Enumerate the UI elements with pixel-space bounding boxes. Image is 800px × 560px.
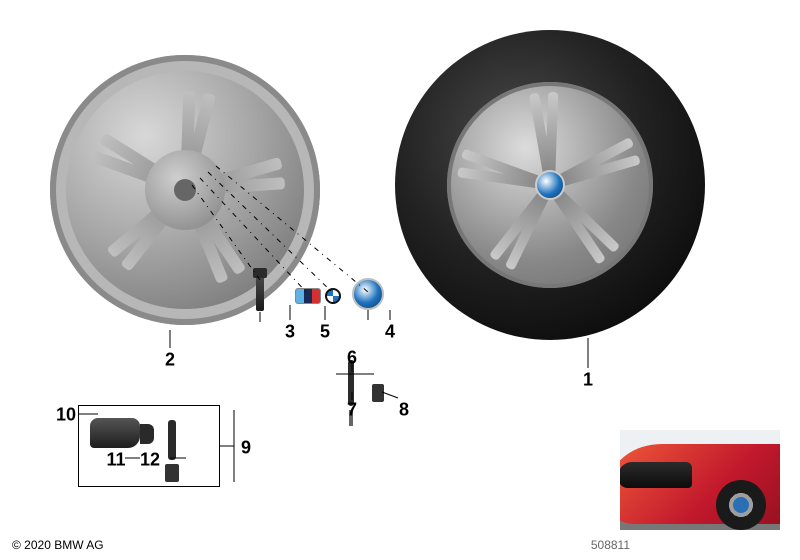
- copyright-text: © 2020 BMW AG: [12, 538, 104, 552]
- wheel-bolt: [256, 275, 264, 311]
- tpms-valve: [168, 420, 176, 460]
- car-window: [620, 462, 692, 488]
- car-wheel: [716, 480, 766, 530]
- callout-6: 6: [347, 348, 357, 369]
- diagram-id: 508811: [591, 538, 630, 552]
- callout-7: 7: [347, 400, 357, 421]
- m-badge-icon: [295, 288, 321, 304]
- callout-9: 9: [241, 438, 251, 459]
- callout-1: 1: [583, 370, 593, 391]
- alloy-rim: [50, 55, 320, 325]
- vehicle-inset: [620, 430, 780, 530]
- callout-8: 8: [399, 400, 409, 421]
- complete-wheel: [395, 30, 705, 340]
- callout-3: 3: [285, 322, 295, 343]
- callout-4: 4: [385, 322, 395, 343]
- diagram-stage: 1 2 3 4 5 6 7 8 9 10 11 12 © 2020 BMW AG…: [0, 0, 800, 560]
- tpms-sensor: [90, 418, 140, 448]
- bmw-badge-small-icon: [325, 288, 341, 304]
- callout-11: 11: [106, 450, 125, 471]
- bmw-roundel-icon: [535, 170, 565, 200]
- hub-cap: [352, 278, 384, 310]
- callout-2: 2: [165, 350, 175, 371]
- callout-12: 12: [140, 450, 160, 471]
- callout-10: 10: [56, 405, 76, 426]
- tpms-cap: [165, 464, 179, 482]
- valve-cap: [372, 384, 384, 402]
- rim-hub: [174, 179, 196, 201]
- callout-5: 5: [320, 322, 330, 343]
